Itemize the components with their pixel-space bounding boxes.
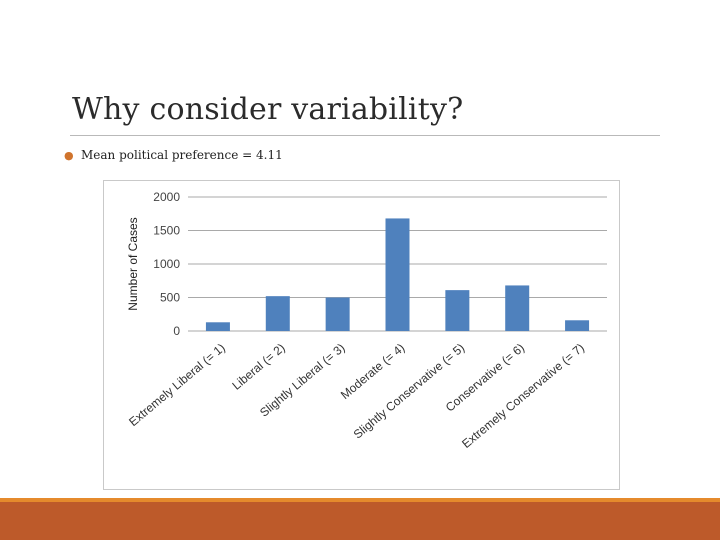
y-tick-label: 0 [173, 324, 180, 338]
bullet-dot-icon: ● [64, 149, 74, 162]
bar [565, 320, 590, 331]
bar [445, 290, 470, 331]
footer-accent-stripe [0, 498, 720, 502]
bar [505, 285, 530, 331]
bullet-text: Mean political preference = 4.11 [81, 148, 283, 162]
y-tick-label: 1500 [153, 224, 180, 238]
footer-band [0, 502, 720, 540]
slide-title: Why consider variability? [72, 92, 464, 127]
bar-chart: 0 500 1000 1500 2000 Number of Cases Extremely… [126, 190, 607, 451]
bar [265, 296, 290, 331]
title-divider [70, 135, 660, 136]
bar [325, 297, 350, 331]
bar [205, 322, 230, 331]
y-tick-label: 1000 [153, 257, 180, 271]
bar [385, 218, 410, 331]
chart-container: 0 500 1000 1500 2000 Number of Cases Extremely… [103, 180, 620, 490]
y-tick-label: 2000 [153, 190, 180, 204]
x-tick-label: Liberal (= 2) [229, 341, 287, 393]
x-tick-label: Slightly Conservative (= 5) [351, 341, 468, 442]
y-axis-label: Number of Cases [126, 217, 140, 310]
x-tick-label: Extremely Conservative (= 7) [459, 341, 587, 451]
bullet-item: ● Mean political preference = 4.11 [64, 148, 283, 162]
y-tick-label: 500 [160, 291, 180, 305]
x-tick-label: Extremely Liberal (= 1) [126, 341, 228, 430]
